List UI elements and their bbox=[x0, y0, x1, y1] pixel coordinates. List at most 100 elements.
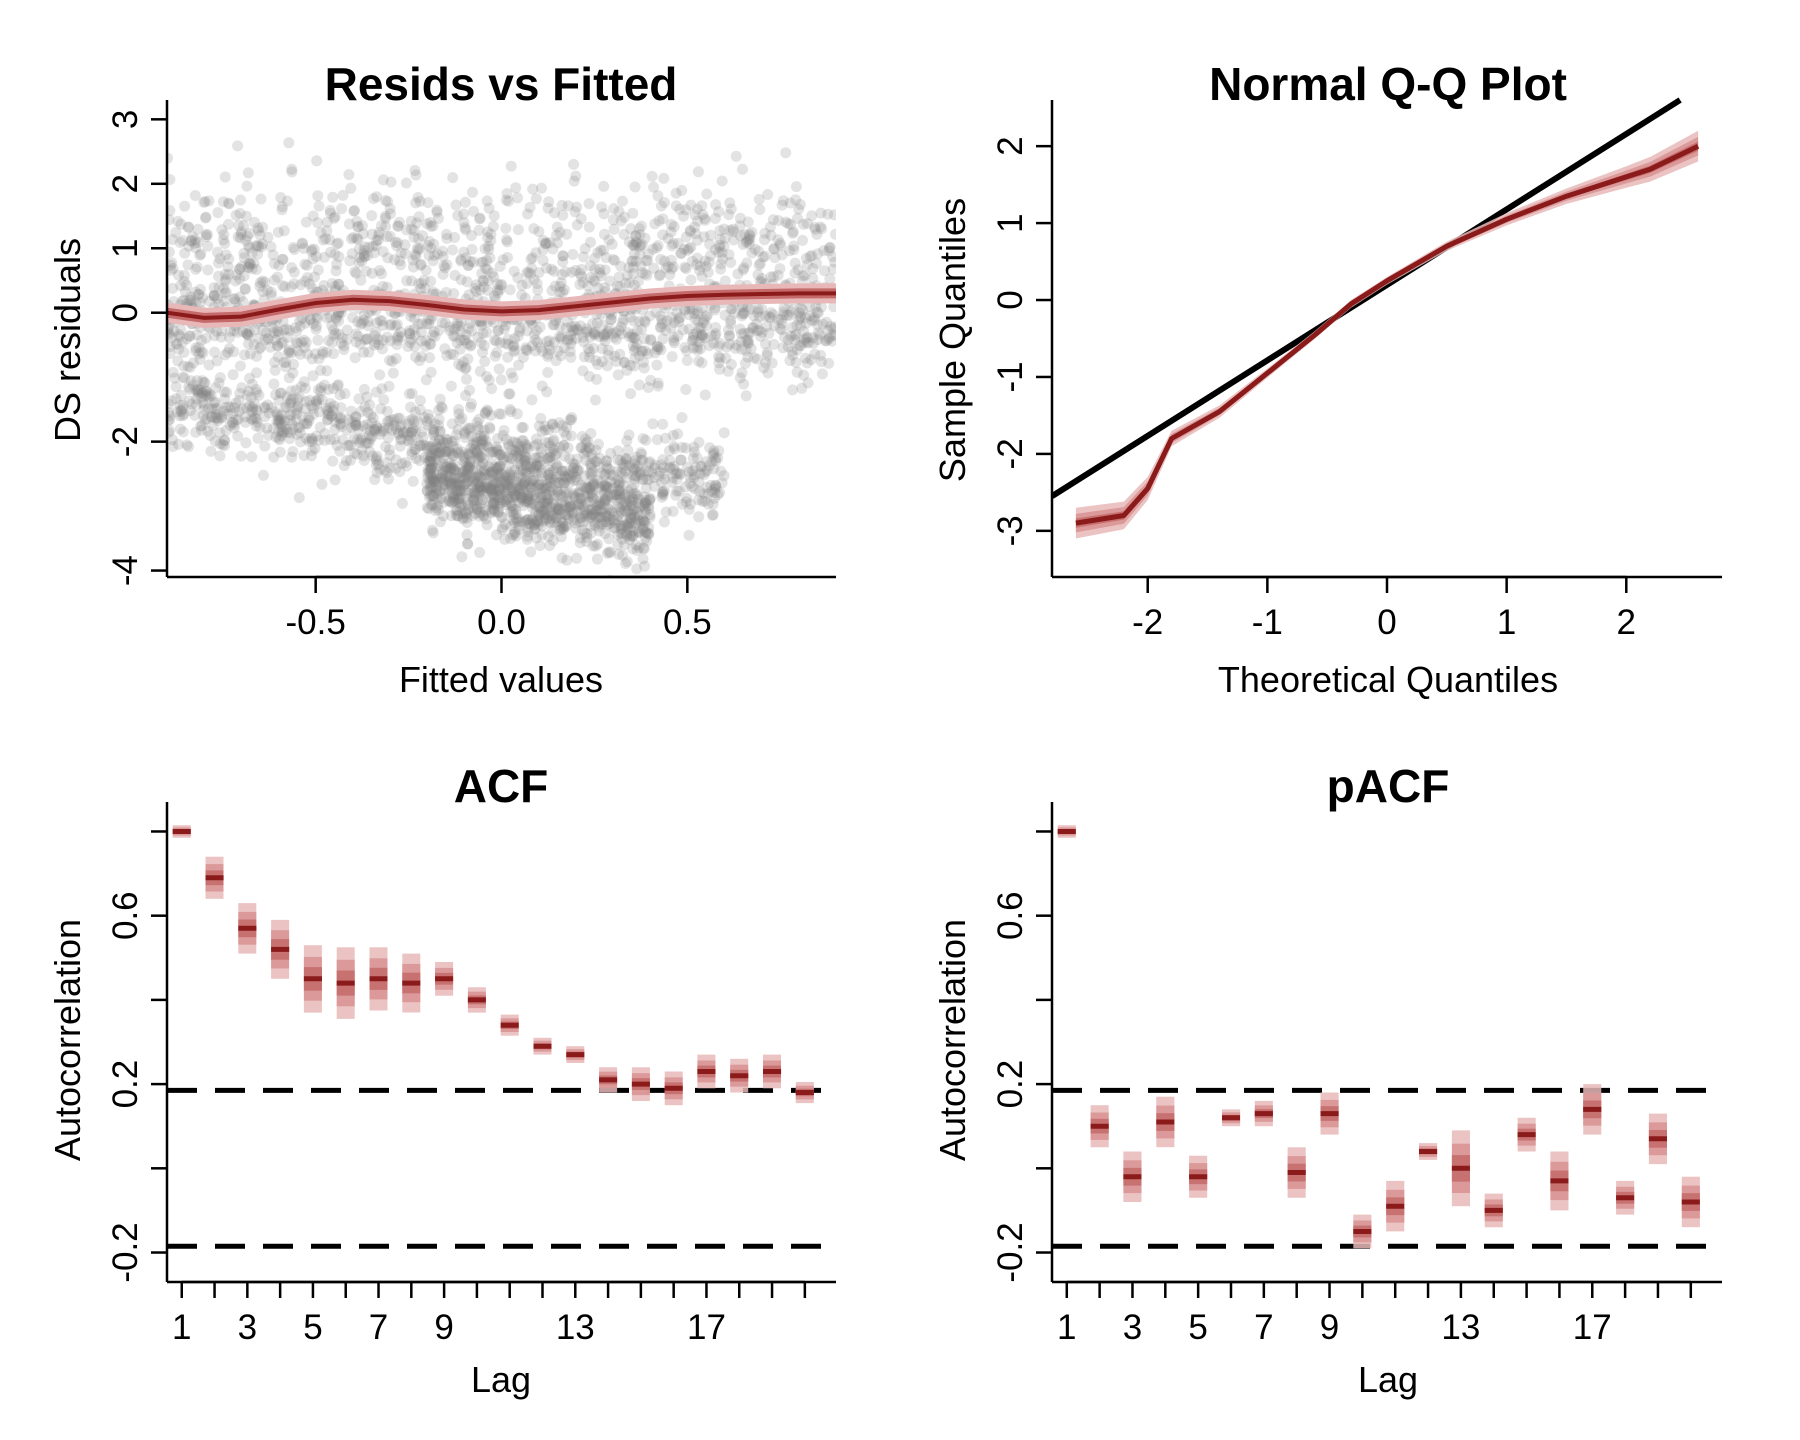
data-point bbox=[211, 325, 223, 337]
data-point bbox=[209, 346, 221, 358]
data-point bbox=[246, 451, 258, 463]
data-point bbox=[299, 341, 311, 353]
data-point bbox=[446, 479, 458, 490]
data-point bbox=[254, 280, 266, 292]
data-point bbox=[489, 334, 501, 346]
data-point bbox=[374, 463, 386, 475]
data-point bbox=[599, 329, 611, 341]
data-point bbox=[773, 313, 785, 325]
data-point bbox=[600, 328, 612, 340]
data-point bbox=[441, 350, 453, 362]
y-tick-label: 2 bbox=[106, 174, 145, 193]
data-point bbox=[421, 218, 433, 230]
data-point bbox=[827, 323, 836, 335]
data-point bbox=[627, 255, 639, 267]
data-point bbox=[439, 343, 451, 355]
data-point bbox=[395, 331, 407, 343]
data-point bbox=[485, 484, 497, 496]
data-point bbox=[614, 348, 626, 360]
data-point bbox=[578, 336, 590, 348]
data-point bbox=[774, 323, 786, 335]
data-point bbox=[786, 345, 798, 357]
data-point bbox=[691, 234, 703, 246]
data-point bbox=[329, 280, 341, 292]
data-point bbox=[782, 218, 794, 229]
data-point bbox=[384, 230, 396, 242]
chart-title: pACF bbox=[1327, 760, 1450, 812]
data-point bbox=[695, 329, 707, 341]
data-point bbox=[474, 213, 485, 225]
data-point bbox=[282, 347, 294, 359]
data-point bbox=[633, 223, 645, 235]
data-point bbox=[598, 208, 610, 220]
lag-marker bbox=[1090, 1105, 1109, 1148]
data-point bbox=[776, 249, 788, 261]
lag-marker bbox=[336, 947, 355, 1019]
data-point bbox=[691, 327, 703, 339]
data-point bbox=[709, 330, 721, 342]
data-point bbox=[630, 342, 642, 354]
data-point bbox=[808, 311, 820, 323]
data-point bbox=[430, 505, 442, 517]
data-point bbox=[589, 329, 601, 341]
data-point bbox=[744, 327, 756, 339]
data-point bbox=[394, 412, 406, 424]
x-axis-label: Theoretical Quantiles bbox=[1218, 659, 1558, 700]
data-point bbox=[672, 428, 684, 440]
data-point bbox=[475, 257, 487, 268]
lag-marker bbox=[795, 1082, 814, 1104]
data-point bbox=[202, 264, 214, 276]
data-point bbox=[584, 331, 596, 343]
data-point bbox=[379, 210, 391, 222]
data-point bbox=[317, 348, 328, 360]
data-point bbox=[718, 240, 730, 252]
x-tick-label: 7 bbox=[1254, 1308, 1273, 1347]
data-point bbox=[658, 467, 670, 479]
data-point bbox=[799, 334, 811, 345]
lag-marker bbox=[238, 903, 257, 954]
data-point bbox=[191, 329, 203, 341]
data-point bbox=[639, 268, 651, 280]
data-point bbox=[416, 318, 428, 330]
data-point bbox=[709, 304, 721, 316]
data-point bbox=[571, 201, 583, 213]
data-point bbox=[571, 552, 583, 564]
data-point bbox=[790, 181, 802, 193]
data-point bbox=[484, 252, 496, 264]
data-point bbox=[416, 278, 427, 289]
data-point bbox=[756, 303, 768, 315]
data-point bbox=[760, 338, 771, 350]
data-point bbox=[463, 259, 474, 271]
data-point bbox=[639, 465, 651, 477]
data-point bbox=[658, 172, 670, 184]
y-tick-label: -1 bbox=[991, 361, 1030, 392]
data-point bbox=[333, 251, 345, 263]
data-point bbox=[508, 265, 520, 277]
data-point bbox=[544, 344, 556, 356]
data-point bbox=[474, 365, 486, 377]
data-point bbox=[211, 355, 223, 367]
data-point bbox=[265, 286, 277, 298]
data-point bbox=[719, 275, 731, 287]
data-point bbox=[373, 339, 385, 351]
data-point bbox=[364, 399, 376, 411]
data-point bbox=[414, 404, 426, 416]
data-point bbox=[351, 232, 363, 244]
data-point bbox=[537, 254, 549, 266]
data-point bbox=[482, 226, 494, 238]
data-point bbox=[613, 325, 625, 336]
data-point bbox=[699, 389, 711, 401]
data-point bbox=[676, 412, 688, 424]
y-tick-label: 1 bbox=[106, 239, 145, 258]
data-point bbox=[696, 357, 708, 369]
data-point bbox=[236, 261, 248, 273]
data-point bbox=[713, 247, 725, 258]
data-point bbox=[628, 345, 640, 357]
data-point bbox=[804, 250, 816, 262]
data-point bbox=[349, 352, 361, 364]
data-point bbox=[187, 357, 199, 369]
data-point bbox=[720, 352, 732, 364]
data-point bbox=[464, 256, 476, 267]
data-point bbox=[759, 310, 771, 322]
data-point bbox=[828, 329, 836, 341]
